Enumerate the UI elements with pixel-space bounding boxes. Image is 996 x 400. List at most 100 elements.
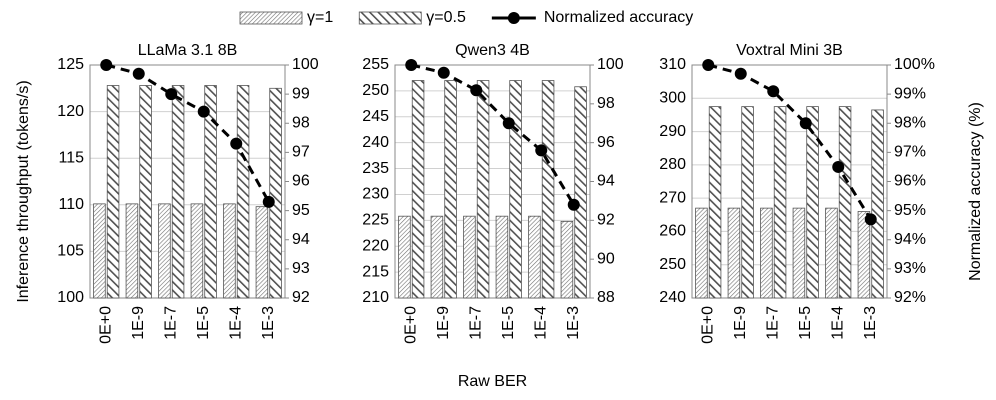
plot-frame (394, 64, 591, 299)
legend-swatch (358, 11, 422, 25)
y-tick-label: 225 (362, 212, 389, 229)
y-tick-label: 115 (58, 149, 84, 166)
bar (411, 80, 425, 299)
y-tick-label: 255 (362, 56, 389, 73)
accuracy-line (410, 63, 576, 206)
y-tick-label: 125 (57, 56, 84, 73)
y2-tick-label: 100% (894, 56, 935, 73)
bar (463, 215, 476, 299)
y-tick-label: 300 (659, 90, 686, 107)
bar (255, 206, 269, 299)
y-tick-label: 110 (58, 196, 84, 213)
x-tick-label: 1E-4 (829, 306, 846, 340)
accuracy-point (100, 59, 113, 71)
x-axis-title: Raw BER (458, 373, 527, 390)
y2-tick-label: 100 (292, 56, 319, 73)
accuracy-point (864, 213, 877, 226)
y2-tick-label: 94 (597, 173, 615, 190)
y-tick-label: 290 (659, 123, 686, 140)
bar (223, 203, 236, 299)
y2-tick-label: 98 (292, 114, 310, 131)
accuracy-point (165, 88, 178, 101)
y2-axis-title: Normalized accuracy (%) (967, 102, 984, 281)
y-tick-label: 280 (659, 156, 686, 173)
y2-tick-label: 100 (597, 56, 624, 73)
plot-frame (691, 64, 888, 299)
bar (760, 207, 773, 299)
y-tick-label: 240 (659, 289, 686, 306)
y2-tick-label: 94 (292, 231, 310, 248)
accuracy-line (707, 63, 873, 221)
y-tick-label: 310 (659, 56, 686, 73)
bar (792, 207, 806, 299)
y2-tick-label: 98% (894, 114, 926, 131)
y-tick-label: 220 (362, 237, 389, 254)
bar (838, 106, 852, 299)
accuracy-point (132, 67, 145, 80)
y2-tick-label: 92% (894, 289, 926, 306)
y2-tick-label: 95 (292, 202, 310, 219)
x-tick-label: 1E-5 (195, 306, 212, 340)
plot-frame (89, 64, 286, 299)
bar (93, 203, 106, 299)
bar (171, 85, 185, 299)
x-tick-label: 1E-5 (500, 306, 517, 340)
bar (541, 80, 555, 299)
accuracy-point (262, 195, 275, 208)
bar (495, 215, 509, 299)
bar (444, 80, 457, 299)
y-tick-label: 260 (659, 223, 686, 240)
y2-tick-label: 95% (894, 202, 926, 219)
bar (857, 211, 871, 299)
accuracy-point (230, 137, 243, 150)
bar (398, 215, 411, 299)
y-axis-title: Inference throughput (tokens/s) (15, 80, 32, 302)
bar (158, 203, 171, 299)
bar (430, 215, 444, 299)
legend-label: γ=1 (307, 9, 333, 26)
accuracy-line (105, 63, 271, 203)
x-tick-label: 1E-9 (435, 306, 452, 340)
y-tick-label: 120 (57, 103, 84, 120)
x-tick-label: 1E-3 (862, 306, 879, 340)
chart-title: LLaMa 3.1 8B (138, 42, 238, 59)
bar (741, 106, 754, 299)
chart-title: Voxtral Mini 3B (736, 42, 843, 59)
y-tick-label: 250 (659, 256, 686, 273)
bar (269, 87, 282, 299)
x-tick-label: 1E-4 (532, 306, 549, 340)
x-tick-label: 1E-9 (732, 306, 749, 340)
bar (773, 106, 787, 299)
bar (190, 203, 204, 299)
bar (560, 220, 574, 299)
bar (125, 203, 139, 299)
accuracy-point (405, 59, 418, 71)
x-tick-label: 1E-3 (565, 306, 582, 340)
x-tick-label: 1E-7 (764, 306, 781, 340)
legend-marker (507, 12, 520, 24)
y-tick-label: 215 (362, 263, 389, 280)
bar (476, 80, 490, 299)
y2-tick-label: 97% (894, 144, 926, 161)
x-tick-label: 1E-7 (467, 306, 484, 340)
x-tick-label: 1E-3 (260, 306, 277, 340)
accuracy-point (567, 198, 580, 211)
y2-tick-label: 96 (597, 134, 615, 151)
x-tick-label: 0E+0 (402, 306, 419, 344)
accuracy-point (832, 160, 845, 173)
accuracy-point (437, 66, 450, 79)
x-tick-label: 0E+0 (97, 306, 114, 344)
y-tick-label: 230 (362, 186, 389, 203)
y-tick-label: 105 (57, 243, 84, 260)
y-tick-label: 245 (362, 108, 389, 125)
legend-label: Normalized accuracy (544, 9, 693, 26)
x-tick-label: 1E-5 (797, 306, 814, 340)
legend-swatch (239, 11, 303, 25)
bar (727, 207, 741, 299)
y2-tick-label: 94% (894, 231, 926, 248)
accuracy-point (535, 144, 548, 157)
x-tick-label: 1E-7 (162, 306, 179, 340)
accuracy-point (470, 84, 483, 97)
y2-tick-label: 99 (292, 85, 310, 102)
bar (528, 215, 541, 299)
